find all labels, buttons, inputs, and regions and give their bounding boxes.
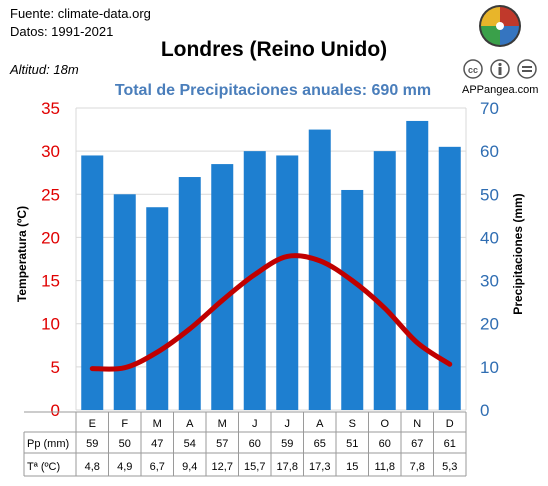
precip-bar — [113, 194, 136, 410]
chart-subtitle: Total de Precipitaciones anuales: 690 mm — [114, 82, 432, 99]
left-tick-label: 10 — [41, 315, 60, 334]
left-tick-label: 25 — [41, 185, 60, 204]
pp-cell: 60 — [379, 438, 391, 450]
temp-cell: 17,3 — [309, 461, 330, 473]
precip-bar — [438, 146, 461, 411]
month-label: S — [349, 418, 356, 430]
temp-cell: 9,4 — [182, 461, 197, 473]
chart-title: Londres (Reino Unido) — [160, 38, 388, 61]
right-tick-label: 10 — [480, 358, 499, 377]
temp-cell: 15,7 — [244, 461, 265, 473]
source-label: Fuente: climate-data.org — [10, 6, 151, 21]
temp-cell: 17,8 — [277, 461, 298, 473]
temp-cell: 4,8 — [85, 461, 100, 473]
row-header-pp: Pp (mm) — [27, 438, 69, 450]
month-label: E — [89, 418, 96, 430]
data-table: Pp (mm) Tª (ºC) 59 4,8 50 4,9 47 6,7 54 9,4 57 12,7… — [23, 411, 467, 477]
pp-cell: 67 — [411, 438, 423, 450]
pp-cell: 54 — [184, 438, 196, 450]
temp-cell: 15 — [346, 461, 358, 473]
temp-cell: 4,9 — [117, 461, 132, 473]
month-label: A — [316, 418, 324, 430]
pp-cell: 47 — [151, 438, 163, 450]
left-tick-label: 0 — [51, 401, 60, 420]
right-tick-label: 30 — [480, 272, 499, 291]
right-tick-label: 0 — [480, 401, 489, 420]
precipitation-bars — [81, 120, 461, 411]
temperature-line — [89, 253, 453, 372]
left-tick-label: 15 — [41, 272, 60, 291]
temp-cell: 7,8 — [410, 461, 425, 473]
temp-cell: 5,3 — [442, 461, 457, 473]
pp-cell: 59 — [281, 438, 293, 450]
license-icons: cc — [463, 59, 537, 79]
left-tick-label: 30 — [41, 142, 60, 161]
month-label: J — [252, 418, 258, 430]
right-tick-label: 60 — [480, 142, 499, 161]
precip-bar — [81, 155, 104, 410]
right-tick-label: 50 — [480, 185, 499, 204]
month-label: M — [153, 418, 162, 430]
precip-bar — [146, 207, 169, 410]
precip-bar — [276, 155, 299, 410]
right-tick-label: 20 — [480, 315, 499, 334]
month-label: M — [218, 418, 227, 430]
month-label: D — [446, 418, 454, 430]
month-label: J — [285, 418, 291, 430]
temp-cell: 12,7 — [212, 461, 233, 473]
right-axis-title: Precipitaciones (mm) — [511, 193, 525, 314]
month-label: O — [380, 418, 389, 430]
temp-cell: 11,8 — [374, 461, 395, 473]
left-tick-label: 35 — [41, 99, 60, 118]
left-axis-ticks: 0 5 10 15 20 25 30 35 — [41, 99, 60, 420]
precip-bar — [243, 151, 266, 410]
pp-cell: 59 — [86, 438, 98, 450]
pp-cell: 51 — [346, 438, 358, 450]
row-header-temp: Tª (ºC) — [27, 461, 60, 473]
month-label: A — [186, 418, 194, 430]
right-axis-ticks: 0 10 20 30 40 50 60 70 — [480, 99, 499, 420]
precip-bar — [178, 177, 201, 410]
temp-cell: 6,7 — [150, 461, 165, 473]
precip-bar — [373, 151, 396, 410]
left-tick-label: 5 — [51, 358, 60, 377]
period-label: Datos: 1991-2021 — [10, 24, 114, 39]
precip-bar — [406, 120, 429, 410]
pp-cell: 61 — [444, 438, 456, 450]
left-tick-label: 20 — [41, 228, 60, 247]
right-tick-label: 70 — [480, 99, 499, 118]
svg-text:cc: cc — [468, 65, 478, 75]
month-label: N — [413, 418, 421, 430]
info-icon — [490, 59, 510, 79]
equal-icon — [517, 59, 537, 79]
altitude-label: Altitud: 18m — [10, 62, 79, 77]
brand-label: APPangea.com — [462, 84, 539, 96]
pp-cell: 57 — [216, 438, 228, 450]
left-axis-title: Temperatura (ºC) — [15, 206, 29, 302]
precip-bar — [341, 189, 364, 410]
pp-cell: 50 — [119, 438, 131, 450]
appangea-logo-icon — [479, 5, 521, 47]
precip-bar — [211, 164, 234, 410]
month-label: F — [121, 418, 128, 430]
pp-cell: 60 — [249, 438, 261, 450]
cc-icon: cc — [463, 59, 483, 79]
right-tick-label: 40 — [480, 228, 499, 247]
precip-bar — [308, 129, 331, 411]
pp-cell: 65 — [314, 438, 326, 450]
